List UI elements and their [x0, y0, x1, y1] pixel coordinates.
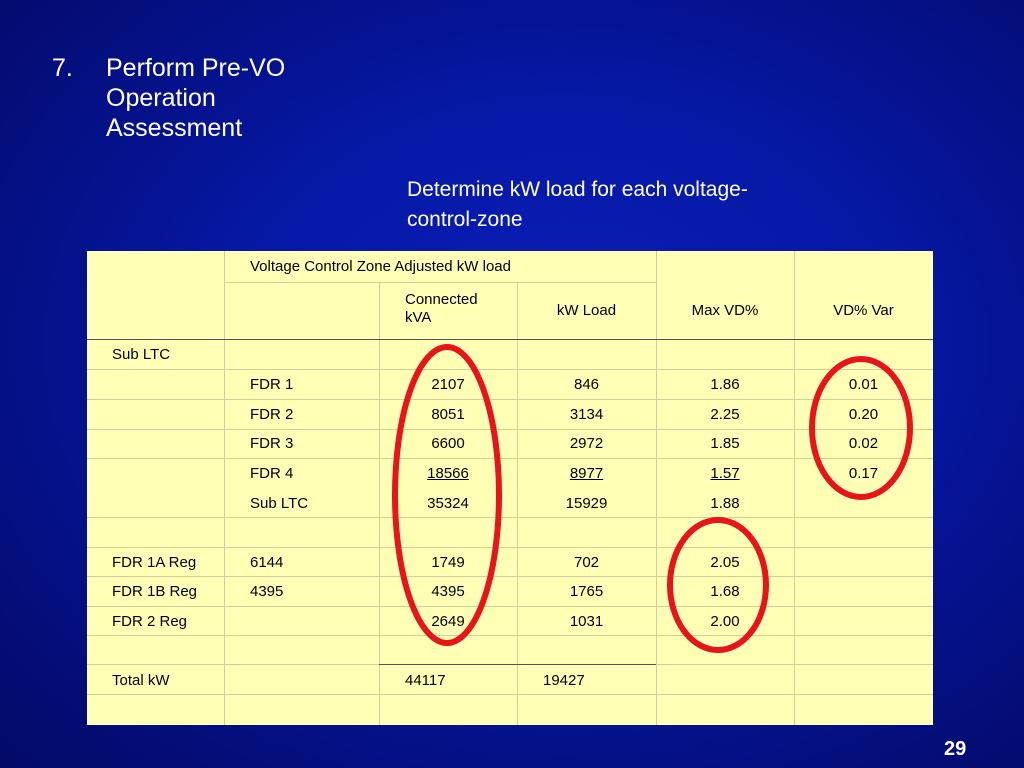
grid-line — [87, 664, 379, 665]
table-cell: 4395 — [250, 583, 284, 600]
grid-line — [379, 282, 380, 725]
grid-line — [656, 664, 933, 665]
grid-line — [794, 251, 795, 725]
grid-line — [87, 399, 933, 400]
table-cell: FDR 3 — [250, 435, 294, 452]
grid-line — [87, 606, 933, 607]
table-cell: 8051 — [431, 406, 465, 423]
table-cell: 19427 — [543, 672, 585, 689]
table-cell: 0.01 — [848, 376, 879, 393]
table-cell: FDR 1B Reg — [112, 583, 198, 600]
grid-line — [656, 251, 657, 725]
table-cell: 0.20 — [848, 406, 879, 423]
table-cell: 6600 — [431, 435, 465, 452]
table-cell: 1749 — [431, 554, 465, 571]
table-cell: 846 — [573, 376, 600, 393]
table-cell: 1.68 — [710, 583, 740, 600]
step-number: 7. — [52, 54, 73, 82]
table-cell: 0.17 — [848, 465, 879, 482]
total-rule — [379, 664, 656, 665]
table-cell: 2649 — [431, 613, 465, 630]
table-cell: 35324 — [427, 495, 469, 512]
table-cell: 44117 — [405, 672, 446, 689]
table-cell: 15929 — [565, 495, 608, 512]
table-cell: 1.57 — [710, 465, 740, 482]
group-header: Voltage Control Zone Adjusted kW load — [250, 258, 511, 275]
grid-line — [87, 458, 933, 459]
slide-subtitle: Determine kW load for each voltage-contr… — [407, 178, 748, 231]
table-cell: 2.05 — [710, 554, 740, 571]
header-rule — [87, 339, 933, 340]
table-cell: FDR 1A Reg — [112, 554, 197, 571]
table-cell: 4395 — [431, 583, 465, 600]
table-cell: 18566 — [427, 465, 469, 482]
table-cell: FDR 2 — [250, 406, 294, 423]
column-header-kw-load: kW Load — [556, 302, 617, 319]
table-cell: 2972 — [569, 435, 604, 452]
table-cell: Total kW — [112, 672, 170, 689]
column-header-connected-kva: Connected kVA — [405, 291, 478, 326]
table-cell: 3134 — [569, 406, 604, 423]
table-cell: 702 — [573, 554, 600, 571]
table-cell: 1765 — [569, 583, 604, 600]
table-cell: 2107 — [431, 376, 465, 393]
table-cell: 2.25 — [710, 406, 740, 423]
load-table: Voltage Control Zone Adjusted kW load Co… — [87, 251, 933, 725]
page-number: 29 — [944, 738, 967, 760]
table-cell: FDR 2 Reg — [112, 613, 188, 630]
table-cell: FDR 1 — [250, 376, 294, 393]
table-cell: 1031 — [569, 613, 604, 630]
table-cell: 1.86 — [710, 376, 740, 393]
grid-line — [87, 547, 933, 548]
table-cell: 1.85 — [710, 435, 740, 452]
grid-line — [87, 429, 933, 430]
table-cell: 8977 — [569, 465, 604, 482]
grid-line — [87, 576, 933, 577]
grid-line — [87, 517, 933, 518]
grid-line — [224, 251, 225, 725]
grid-line — [517, 282, 518, 725]
table-cell: 1.88 — [710, 495, 740, 512]
table-cell: 2.00 — [710, 613, 740, 630]
table-cell: 0.02 — [848, 435, 879, 452]
grid-line — [87, 694, 933, 695]
table-cell: 6144 — [250, 554, 284, 571]
column-header-max-vd: Max VD% — [691, 302, 759, 319]
grid-line — [87, 635, 933, 636]
column-header-vd-var: VD% Var — [833, 302, 894, 319]
table-cell: Sub LTC — [250, 495, 309, 512]
step-title: Perform Pre-VO Operation Assessment — [106, 54, 286, 142]
table-cell: FDR 4 — [250, 465, 294, 482]
grid-line — [87, 369, 933, 370]
table-cell: Sub LTC — [112, 346, 171, 363]
grid-line — [224, 282, 656, 283]
